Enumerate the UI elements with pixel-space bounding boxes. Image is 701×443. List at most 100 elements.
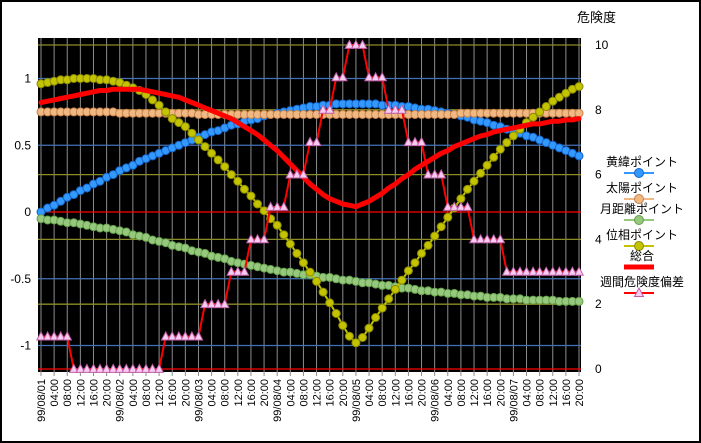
data-point-marker [463,184,472,194]
x-axis-tick-label: 20:00 [495,379,507,407]
legend-sun[interactable]: 太陽ポイント [606,180,678,204]
weekly-deviation-step-series [35,39,585,373]
right-axis-tick-label: 6 [595,168,602,182]
triangle-marker [573,266,585,276]
data-point-marker [384,294,394,304]
data-point-marker [482,160,492,170]
triangle-marker [442,201,453,211]
data-point-marker [148,95,157,105]
x-axis-tick-label: 16:00 [89,379,101,407]
triangle-marker [127,363,138,373]
legend-weekly-deviation[interactable]: 週間危険度偏差 [600,274,684,297]
triangle-marker [160,330,171,341]
x-axis-tick-label: 16:00 [246,379,258,407]
data-point-marker [528,112,538,122]
triangle-marker [390,104,401,114]
legend-marker [634,241,644,251]
triangle-marker [94,363,106,373]
data-point-marker [371,313,381,322]
data-point-marker [253,199,262,209]
triangle-marker [173,330,184,341]
triangle-marker [363,71,375,82]
data-point-marker [233,176,243,186]
triangle-marker [534,266,545,276]
left-axis-tick-label: 1 [24,72,31,86]
triangle-marker [318,104,329,114]
triangle-marker [344,39,355,49]
legend-label: 総合 [630,248,654,263]
legend-marker [634,215,644,225]
total-line-series-line [38,86,582,210]
x-axis-tick-label: 16:00 [482,379,494,407]
x-axis-tick-label: 04:00 [285,379,297,407]
data-point-marker [489,152,499,162]
x-axis-tick-label: 12:00 [233,379,245,407]
data-point-marker [154,100,164,110]
triangle-marker [75,363,86,373]
data-point-marker [246,191,256,201]
data-point-marker [495,144,505,154]
data-point-marker [279,230,289,240]
triangle-marker [429,168,440,179]
triangle-marker [154,363,165,373]
triangle-marker [55,330,66,341]
triangle-marker [396,104,407,114]
triangle-marker [213,298,224,309]
triangle-marker [455,201,466,211]
right-axis-tick-label: 8 [595,103,602,117]
legend-latitude[interactable]: 黄緯ポイント [606,154,678,178]
data-point-marker [423,240,433,250]
data-point-marker [49,200,59,210]
triangle-marker [416,136,427,147]
data-point-marker [476,168,486,178]
data-point-marker [213,155,223,165]
legend-phase[interactable]: 位相ポイント [606,227,678,251]
data-point-marker [82,183,92,193]
triangle-marker [206,298,217,309]
x-axis-tick-label: 04:00 [128,379,140,407]
data-point-marker [364,323,374,333]
triangle-marker [167,330,178,341]
x-axis-labels: 99/08/01 04:00 08:00 12:00 16:00 20:00 99/08/0… [36,379,586,422]
data-point-marker [548,96,558,106]
x-axis-tick-label: 99/08/03 [194,379,206,422]
x-axis-tick-label: 99/08/07 [508,379,520,422]
triangle-marker [528,266,539,276]
triangle-marker [475,233,486,244]
triangle-marker [180,330,191,341]
data-point-marker [56,196,66,206]
data-point-marker [541,102,551,111]
data-point-marker [344,331,354,341]
x-axis-tick-label: 16:00 [403,379,415,407]
legend-total[interactable]: 総合 [624,248,654,270]
triangle-marker [147,363,158,373]
triangle-marker [193,330,204,341]
data-point-marker [187,128,197,138]
triangle-marker [68,363,79,373]
data-point-marker [325,298,335,308]
data-point-marker [430,231,440,241]
x-axis-tick-label: 08:00 [456,379,468,407]
data-point-marker [574,296,584,306]
x-axis-tick-label: 08:00 [220,379,232,407]
legend-marker [633,286,645,297]
triangle-marker [42,330,53,341]
left-axis-tick-label: -1 [20,339,31,353]
x-axis-tick-label: 16:00 [167,379,179,407]
triangle-marker [554,266,565,276]
legend-moon-distance[interactable]: 月距離ポイント [600,202,684,225]
triangle-marker [482,233,493,244]
triangle-marker [199,298,211,309]
data-point-marker [561,88,571,98]
data-point-marker [174,118,184,128]
triangle-marker [134,363,145,373]
x-axis-tick-label: 04:00 [207,379,219,407]
triangle-marker [324,104,335,114]
triangle-marker [449,201,460,211]
triangle-marker [49,330,60,341]
triangle-marker [508,266,519,276]
data-point-marker [200,142,210,152]
triangle-marker [370,71,381,82]
triangle-marker [278,201,289,211]
